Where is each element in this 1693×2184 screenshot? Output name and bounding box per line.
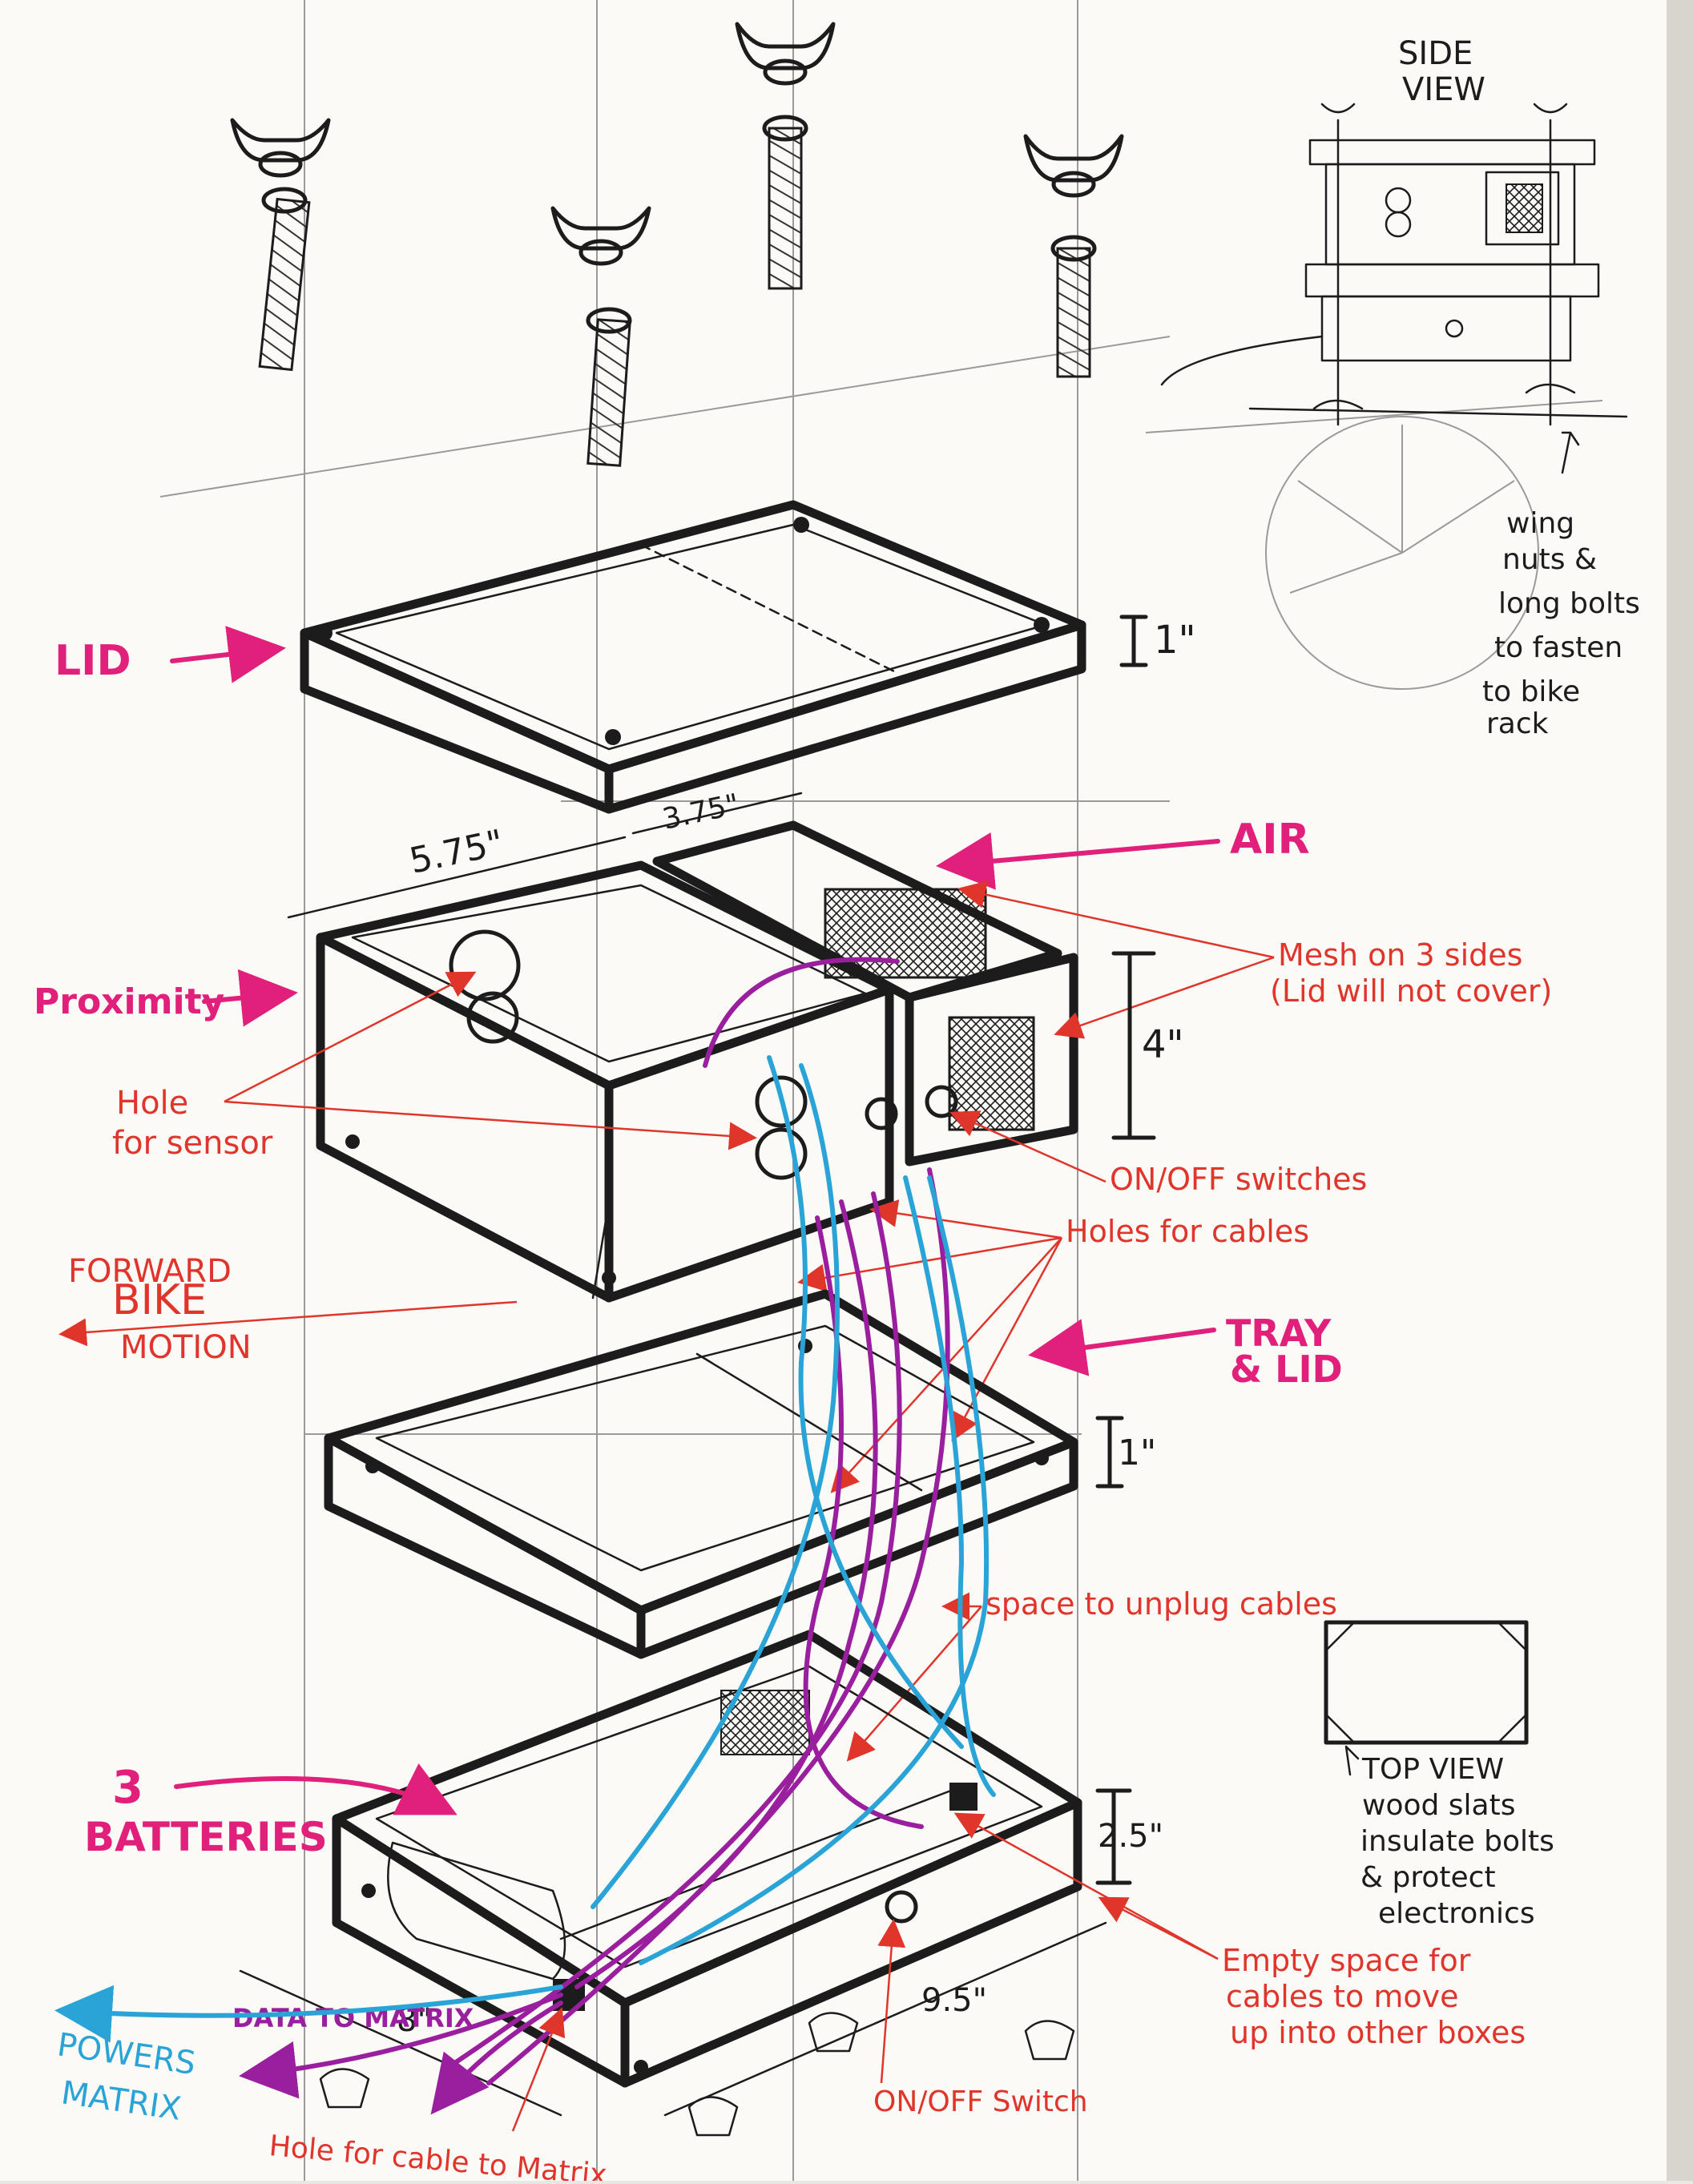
lid-height-mark [1119,615,1148,667]
cable-holes-arrow-2 [951,1237,1063,1442]
tray-label-1: TRAY [1226,1312,1332,1355]
tray-drawing [324,1289,1078,1659]
top-view-label: TOP VIEW [1361,1753,1504,1786]
unplug-label: space to unplug cables [986,1586,1337,1622]
hole-sensor-arrow-1 [224,971,477,1103]
wood-note-4: electronics [1378,1897,1535,1930]
depth-8-dim [239,1969,562,2117]
powers-matrix-arrow [54,1985,563,2043]
forward-arrow [58,1300,518,1347]
battery-height-label: 2.5" [1098,1818,1163,1855]
data-to-matrix-arrow [239,1993,563,2099]
switch-arrow [877,1919,906,2084]
empty-space-label-1: Empty space for [1222,1943,1471,1978]
batteries-label: BATTERIES [84,1814,328,1860]
width-375-dim [631,792,803,835]
switches-label: ON/OFF switches [1110,1162,1367,1197]
cable-holes-arrow-4 [797,1236,1062,1292]
switches-arrow [949,1110,1106,1183]
empty-space-arrow-2 [1098,1896,1219,1960]
wing-nut-note-6: rack [1486,707,1549,740]
top-view-sketch [1324,1620,1529,1776]
wing-nut-bolt-1 [230,118,331,372]
cable-holes-arrow-1 [869,1199,1062,1239]
paper-shadow [1667,0,1693,2181]
length-95-label: 9.5" [921,1982,987,2019]
mesh-arrow-2 [957,880,1275,959]
wood-note-2: insulate bolts [1360,1825,1554,1858]
wood-note-3: & protect [1360,1861,1496,1894]
wood-note-1: wood slats [1362,1789,1515,1822]
proximity-label: Proximity [34,981,224,1022]
motion-label: MOTION [120,1329,252,1366]
forward-label: FORWARD [68,1253,232,1290]
box-height-mark [1111,951,1156,1140]
cable-holes-label: Holes for cables [1066,1214,1309,1249]
air-arrow [936,832,1220,890]
mesh-arrow-1 [1054,956,1275,1039]
wing-nut-note-5: to bike [1482,675,1580,708]
hole-sensor-label-2: for sensor [112,1125,273,1162]
wing-nut-bolt-4 [1023,134,1124,378]
batteries-arrow [174,1763,458,1815]
wing-nut-bolt-3 [735,22,836,290]
proximity-arrow [202,969,298,1027]
wing-nut-note-3: long bolts [1498,587,1640,620]
hole-sensor-label-1: Hole [116,1085,188,1122]
tray-height-label: 1" [1118,1432,1156,1473]
tray-label-2: & LID [1230,1348,1343,1391]
tray-height-mark [1095,1416,1124,1489]
switch-label: ON/OFF Switch [873,2085,1088,2118]
air-label: AIR [1230,816,1310,864]
data-to-matrix-label: DATA TO MATRIX [232,2003,474,2033]
wing-nut-bolt-2 [550,206,651,467]
empty-space-label-3: up into other boxes [1230,2015,1526,2050]
empty-space-label-2: cables to move [1226,1979,1458,2014]
tray-arrow [1028,1319,1216,1376]
width-575-dim [287,836,627,919]
empty-space-arrow-1 [953,1812,1219,1960]
side-view-title-2: VIEW [1402,71,1485,108]
lid-label: LID [54,637,131,685]
bike-label: BIKE [112,1276,207,1324]
battery-height-mark [1095,1788,1132,1885]
wing-nut-note-1: wing [1506,507,1574,540]
side-view-sketch [1160,103,1628,690]
lid-height-label: 1" [1154,618,1196,663]
cable-bundle [446,957,996,2085]
box-height-label: 4" [1142,1022,1184,1067]
hole-cable-arrow [511,2007,566,2132]
side-view-title-1: SIDE [1398,35,1473,72]
batteries-count: 3 [112,1762,143,1814]
hole-sensor-arrow-2 [224,1100,757,1150]
wing-nut-note-4: to fasten [1494,631,1622,664]
lid-drawing [300,500,1086,814]
lid-arrow [170,626,286,683]
wing-nut-note-2: nuts & [1502,543,1597,576]
foot-sketches [319,2012,1075,2137]
mesh-label-2: (Lid will not cover) [1270,973,1552,1009]
mesh-label-1: Mesh on 3 sides [1278,937,1522,973]
